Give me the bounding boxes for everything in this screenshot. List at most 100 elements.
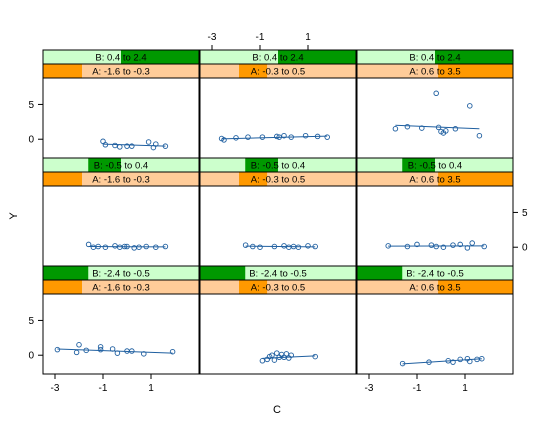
strip-b-range-bar bbox=[121, 50, 199, 64]
strip-a-range-bar bbox=[239, 172, 268, 186]
data-point bbox=[145, 139, 152, 145]
strip-a: A: 0.6 to 3.5 bbox=[356, 279, 514, 295]
panel-1-0: B: -0.5 to 0.4 A: -1.6 to -0.3 bbox=[42, 157, 200, 267]
data-point bbox=[233, 135, 239, 141]
data-point bbox=[281, 243, 287, 249]
strip-a-range-bar bbox=[438, 64, 513, 78]
data-point bbox=[440, 244, 447, 250]
data-point bbox=[476, 132, 483, 139]
data-point bbox=[435, 124, 442, 131]
strip-b: B: -0.5 to 0.4 bbox=[199, 157, 357, 173]
data-point bbox=[457, 356, 463, 363]
panel-plot-area bbox=[199, 77, 357, 159]
strip-b: B: -0.5 to 0.4 bbox=[356, 157, 514, 173]
data-point bbox=[153, 244, 159, 250]
data-point bbox=[117, 244, 123, 250]
x-tick-label: 1 bbox=[305, 32, 311, 43]
strip-a-label: A: -1.6 to -0.3 bbox=[92, 283, 150, 294]
strip-a: A: -0.3 to 0.5 bbox=[199, 63, 357, 79]
data-point bbox=[121, 243, 128, 250]
data-point bbox=[324, 134, 330, 140]
panel-0-1: B: 0.4 to 2.4 A: -0.3 to 0.5 bbox=[199, 49, 357, 159]
data-point bbox=[153, 141, 159, 147]
panel-2-1: B: -2.4 to -0.5 A: -0.3 to 0.5 bbox=[199, 265, 357, 375]
data-point bbox=[141, 351, 147, 357]
x-tick-label: -1 bbox=[413, 383, 422, 394]
panel-plot-area bbox=[356, 293, 514, 375]
data-point bbox=[117, 144, 123, 150]
data-point bbox=[433, 90, 439, 97]
data-point bbox=[452, 126, 459, 132]
strip-b-range-bar bbox=[200, 266, 246, 280]
fit-line bbox=[57, 348, 173, 354]
strip-a-range-bar bbox=[239, 64, 268, 78]
data-point bbox=[276, 134, 282, 140]
strip-b-label: B: 0.4 to 2.4 bbox=[95, 53, 146, 64]
data-point bbox=[426, 359, 432, 365]
strip-a-label: A: -1.6 to -0.3 bbox=[92, 175, 150, 186]
strip-b: B: 0.4 to 2.4 bbox=[42, 49, 200, 65]
data-point bbox=[314, 133, 321, 140]
strip-a-label: A: -0.3 to 0.5 bbox=[251, 175, 305, 186]
strip-b: B: 0.4 to 2.4 bbox=[356, 49, 514, 65]
data-point bbox=[450, 359, 456, 365]
data-point bbox=[399, 360, 406, 367]
x-tick-label: 1 bbox=[462, 383, 468, 394]
strip-a-range-bar bbox=[43, 280, 82, 294]
strip-a: A: -1.6 to -0.3 bbox=[42, 63, 200, 79]
data-point bbox=[259, 358, 266, 364]
data-point bbox=[419, 125, 425, 131]
data-point bbox=[295, 244, 302, 250]
x-tick-label: -1 bbox=[99, 383, 108, 394]
panels-layer: B: 0.4 to 2.4A: -1.6 to -0.3B: 0.4 to 2.… bbox=[42, 49, 514, 375]
data-point bbox=[102, 244, 109, 250]
data-point bbox=[469, 240, 475, 246]
strip-b-label: B: -2.4 to -0.5 bbox=[406, 269, 464, 280]
strip-b-range-bar bbox=[435, 50, 513, 64]
data-point bbox=[288, 134, 294, 140]
data-point bbox=[162, 243, 169, 250]
strip-b-range-bar bbox=[357, 266, 403, 280]
y-axis-title: Y bbox=[8, 212, 20, 220]
strip-b-range-bar bbox=[88, 158, 121, 172]
data-point bbox=[467, 358, 473, 365]
data-point bbox=[274, 133, 280, 140]
strip-a: A: -1.6 to -0.3 bbox=[42, 279, 200, 295]
panel-plot-area bbox=[199, 293, 357, 375]
strip-a-range-bar bbox=[43, 172, 82, 186]
data-point bbox=[245, 134, 251, 140]
panel-plot-area bbox=[42, 185, 200, 267]
strip-a-range-bar bbox=[43, 64, 82, 78]
strip-b-label: B: -0.5 to 0.4 bbox=[408, 161, 462, 172]
data-point bbox=[457, 241, 463, 248]
data-point bbox=[162, 143, 169, 149]
panel-2-2: B: -2.4 to -0.5 A: 0.6 to 3.5 bbox=[356, 265, 514, 375]
data-point bbox=[54, 346, 61, 353]
strip-a: A: -1.6 to -0.3 bbox=[42, 171, 200, 187]
data-point bbox=[481, 243, 487, 250]
panel-0-0: B: 0.4 to 2.4 A: -1.6 to -0.3 bbox=[42, 49, 200, 159]
y-tick-label: 0 bbox=[522, 243, 528, 254]
strip-b-label: B: -0.5 to 0.4 bbox=[251, 161, 305, 172]
y-tick-label: 5 bbox=[28, 100, 34, 111]
data-point bbox=[271, 357, 278, 363]
data-point bbox=[124, 243, 130, 250]
data-point bbox=[114, 350, 121, 356]
x-tick-label: -3 bbox=[365, 383, 374, 394]
strip-a-range-bar bbox=[438, 280, 513, 294]
panel-1-2: B: -0.5 to 0.4 A: 0.6 to 3.5 bbox=[356, 157, 514, 267]
y-tick-label: 0 bbox=[28, 351, 34, 362]
strip-a: A: 0.6 to 3.5 bbox=[356, 63, 514, 79]
data-point bbox=[450, 242, 456, 248]
data-point bbox=[221, 137, 227, 143]
data-point bbox=[95, 243, 101, 250]
data-point bbox=[274, 350, 280, 356]
data-point bbox=[312, 243, 318, 250]
data-point bbox=[404, 123, 411, 130]
strip-a: A: -0.3 to 0.5 bbox=[199, 279, 357, 295]
data-point bbox=[479, 355, 485, 362]
data-point bbox=[242, 242, 249, 248]
data-point bbox=[129, 143, 135, 149]
panel-plot-area bbox=[42, 77, 200, 159]
